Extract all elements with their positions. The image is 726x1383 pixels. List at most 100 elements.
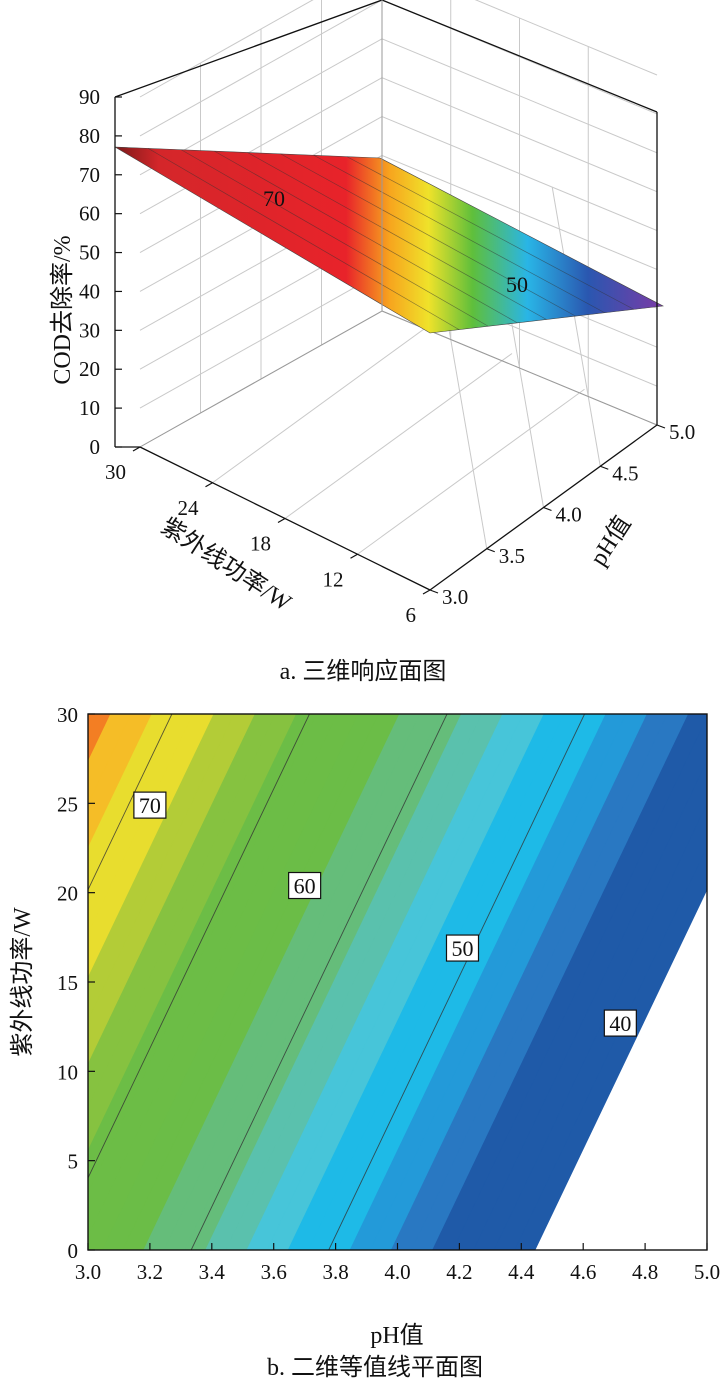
contour-band (88, 714, 131, 805)
surface-caption: a. 三维响应面图 (280, 658, 447, 685)
y-tick-label: 15 (57, 971, 78, 995)
x-tick-label: 5.0 (694, 1260, 720, 1284)
y-tick-mark (277, 517, 286, 524)
contour-label-60: 60 (294, 874, 316, 899)
y-tick-label: 0 (68, 1239, 79, 1263)
contour-band (88, 714, 338, 1237)
x-tick-label: 4.6 (570, 1260, 596, 1284)
contour-band (88, 714, 111, 761)
contour-band (204, 714, 482, 1250)
surface-contour (313, 154, 605, 314)
x-tick-label: 3.2 (137, 1260, 163, 1284)
contour-band (163, 714, 441, 1250)
contour-band (410, 714, 689, 1250)
contour-band (349, 714, 627, 1250)
z-axis-title: COD去除率/% (49, 235, 76, 384)
x-tick-label: 4.8 (632, 1260, 658, 1284)
x-tick-mark (600, 465, 609, 470)
contour-label-box (133, 791, 167, 819)
y-axis-title-2d: 紫外线功率/W (9, 907, 36, 1057)
x-tick-label: 3.5 (499, 544, 525, 568)
contour-label-40: 40 (609, 1011, 631, 1036)
contour-band (328, 714, 606, 1250)
contour-band (88, 714, 152, 848)
y-tick-label: 6 (406, 603, 417, 627)
x-tick-label: 3.8 (322, 1260, 348, 1284)
y-tick-mark (205, 482, 213, 488)
z-tick-label: 0 (90, 435, 101, 459)
surface-contour (214, 150, 518, 324)
contour-label-box (603, 1009, 637, 1037)
y-tick-label: 20 (57, 882, 78, 906)
x-tick-mark (486, 548, 495, 553)
grid-line (551, 187, 601, 467)
z-tick-label: 90 (79, 85, 100, 109)
x-axis-title-3d: pH值 (585, 511, 637, 570)
surface-contour-label-50: 50 (506, 272, 528, 297)
x-axis-title-2d: pH值 (370, 1322, 423, 1349)
contour-line-60 (88, 714, 310, 1180)
x-tick-label: 3.4 (199, 1260, 226, 1284)
surface-tick-labels: 0 10 20 30 40 50 60 70 80 90 6 12 18 24 30 3.0 3.5 4.0 4.5… (79, 85, 695, 627)
z-tick-label: 60 (79, 202, 100, 226)
x-tick-label: 4.0 (556, 503, 582, 527)
contour-band (266, 714, 544, 1250)
y-tick-label: 24 (178, 496, 200, 520)
y-tick-label: 10 (57, 1060, 78, 1084)
grid-line (357, 388, 585, 555)
z-tick-label: 30 (79, 318, 100, 342)
contour-line-40 (328, 714, 585, 1250)
response-surface: 70 50 (114, 146, 665, 334)
contour-band (88, 714, 317, 1194)
contour-band (245, 714, 524, 1250)
contour-label-box (445, 934, 480, 962)
contour-lines (88, 714, 585, 1250)
z-tick-label: 50 (79, 241, 100, 265)
contour-ticks: 3.0 3.2 3.4 3.6 3.8 4.0 4.2 4.4 4.6 4.8 5.0 0 5 10 15 2… (57, 703, 720, 1284)
contour-fill (0, 714, 707, 1250)
surface-contour (247, 152, 547, 320)
y-tick-mark (132, 446, 141, 452)
contour-band (183, 714, 462, 1250)
contour-band (88, 714, 297, 1150)
y-tick-label: 12 (323, 567, 344, 591)
contour-band (88, 714, 255, 1064)
y-tick-label: 25 (57, 792, 78, 816)
contour-band (0, 714, 7, 1250)
y-tick-label: 5 (68, 1150, 79, 1174)
contour-label-box (288, 871, 322, 900)
x-tick-label: 4.0 (384, 1260, 410, 1284)
contour-band (88, 714, 193, 934)
top-edge-left (114, 0, 383, 98)
grid-line (212, 317, 440, 484)
contour-band (88, 714, 276, 1107)
surface-plot: 70 50 0 10 20 30 40 50 60 70 80 90 6 12 18 24 30 3.0 3.5 4… (49, 0, 695, 685)
contour-plot: 3.0 3.2 3.4 3.6 3.8 4.0 4.2 4.4 4.6 4.8 5.0 0 5 10 15 2… (0, 703, 720, 1381)
contour-line-70 (88, 714, 173, 891)
contour-band (88, 714, 235, 1021)
contour-level-labels: 70 60 50 40 (133, 791, 637, 1037)
y-tick-mark (350, 553, 358, 559)
z-tick-label: 10 (79, 396, 100, 420)
z-tick-label: 40 (79, 279, 100, 303)
y-tick-mark (422, 589, 431, 595)
x-tick-mark (429, 589, 439, 594)
surface-contour (181, 149, 489, 327)
contour-band (88, 714, 214, 977)
contour-band (369, 714, 647, 1250)
z-tick-label: 70 (79, 163, 100, 187)
contour-label-70: 70 (139, 793, 161, 818)
contour-band (287, 714, 565, 1250)
grid-line (139, 310, 383, 448)
top-edge-right (381, 0, 658, 113)
surface-mesh (114, 146, 665, 334)
contour-band (390, 714, 668, 1250)
x-tick-mark (656, 424, 666, 429)
contour-band (142, 714, 420, 1250)
x-tick-label: 3.0 (442, 585, 468, 609)
surface-contour (147, 148, 460, 330)
contour-band (88, 714, 358, 1250)
surface-contour (280, 153, 576, 317)
x-tick-label: 3.0 (75, 1260, 101, 1284)
